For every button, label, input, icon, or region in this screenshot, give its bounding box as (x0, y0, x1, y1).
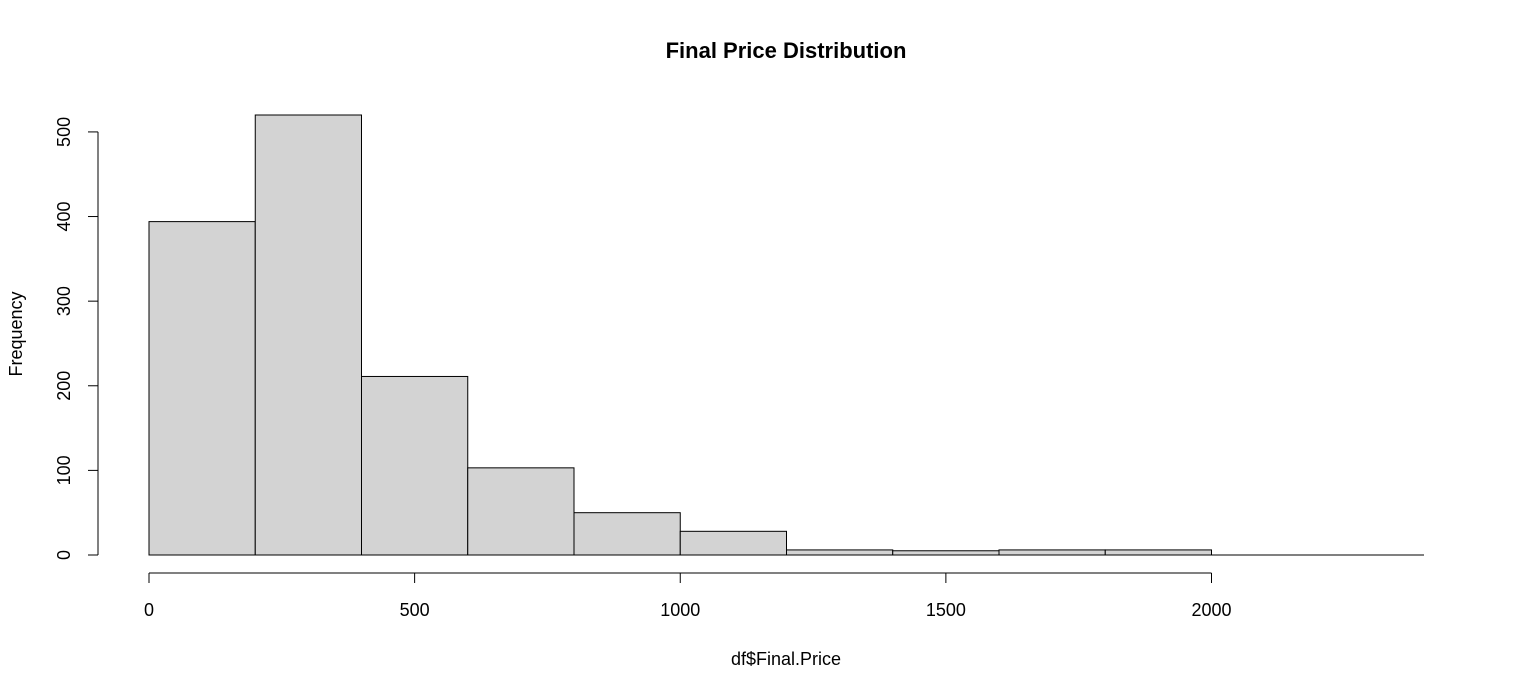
y-axis: 0 100 200 300 400 500 (54, 117, 99, 560)
y-tick-label: 300 (54, 286, 74, 316)
y-tick-label: 200 (54, 371, 74, 401)
bars-group (148, 114, 1424, 556)
x-tick-label: 1500 (926, 600, 966, 620)
histogram-bar-8 (998, 549, 1106, 556)
y-tick-label: 100 (54, 455, 74, 485)
histogram-bar-1 (254, 114, 362, 556)
y-tick-label: 500 (54, 117, 74, 147)
x-tick-label: 0 (144, 600, 154, 620)
histogram-bar-9 (1104, 549, 1212, 556)
histogram-bar-3 (467, 467, 575, 556)
x-tick-label: 2000 (1191, 600, 1231, 620)
y-tick-label: 0 (54, 550, 74, 560)
histogram-bar-2 (361, 375, 469, 556)
x-tick-label: 1000 (660, 600, 700, 620)
x-axis-label: df$Final.Price (731, 649, 841, 669)
y-axis-label: Frequency (6, 291, 26, 376)
histogram-bar-5 (679, 530, 787, 556)
histogram-bar-7 (892, 550, 1000, 556)
histogram-bar-4 (573, 512, 681, 556)
chart-title: Final Price Distribution (666, 38, 907, 63)
x-tick-label: 500 (400, 600, 430, 620)
histogram-bar-6 (786, 549, 894, 556)
y-tick-label: 400 (54, 202, 74, 232)
x-axis: 0 500 1000 1500 2000 (144, 572, 1232, 620)
histogram-bar-0 (148, 221, 256, 556)
